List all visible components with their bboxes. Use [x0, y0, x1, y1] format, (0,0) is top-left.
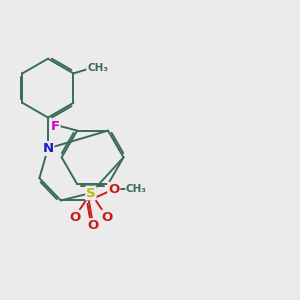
Text: O: O — [88, 219, 99, 232]
Text: CH₃: CH₃ — [87, 63, 108, 73]
Text: S: S — [86, 187, 96, 200]
Text: F: F — [50, 120, 60, 133]
Text: CH₃: CH₃ — [126, 184, 147, 194]
Text: O: O — [108, 183, 119, 196]
Text: N: N — [42, 142, 53, 155]
Text: O: O — [101, 211, 113, 224]
Text: O: O — [69, 211, 80, 224]
